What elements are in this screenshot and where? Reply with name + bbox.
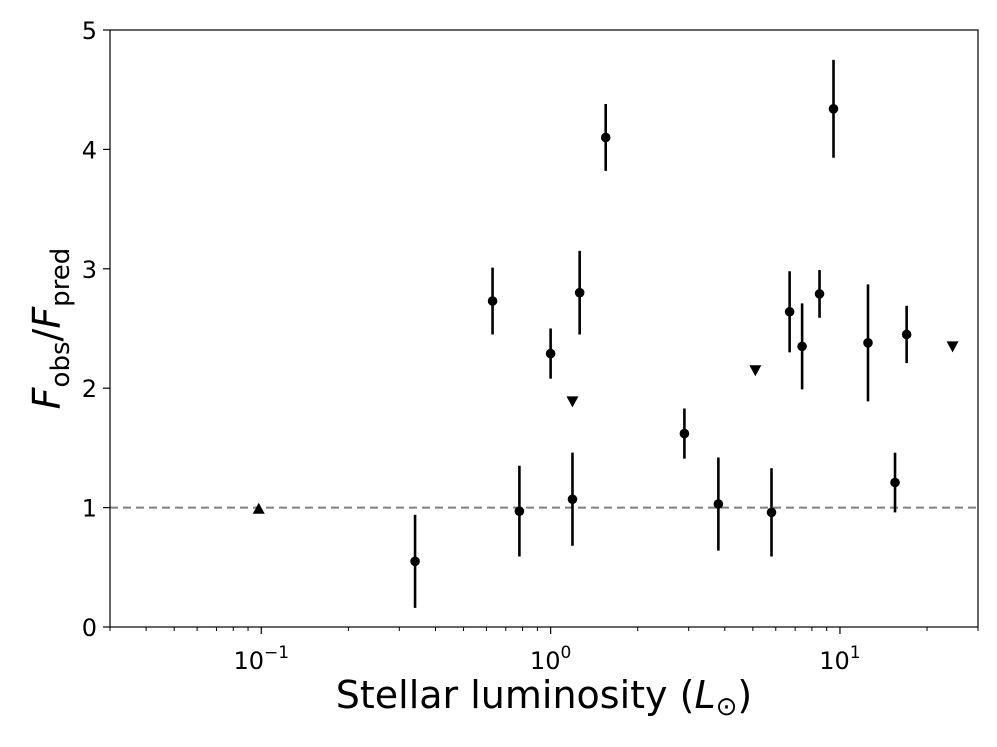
lower-limit-marker (252, 502, 265, 514)
data-point (901, 329, 912, 340)
data-point (863, 338, 873, 348)
y-tick-label: 1 (82, 495, 97, 523)
data-point (514, 506, 525, 516)
x-axis-label: Stellar luminosity (L⊙) (336, 673, 753, 722)
upper-limit-marker (749, 365, 762, 377)
data-point (487, 296, 498, 306)
y-tick-label: 0 (82, 614, 97, 642)
data-point (797, 341, 807, 352)
plot-frame (109, 29, 979, 628)
upper-limit-marker (566, 396, 579, 408)
data-point (410, 556, 420, 567)
x-tick-label: 101 (819, 643, 860, 675)
x-axis-ticks: 10−1 100 101 (109, 627, 979, 675)
data-point (574, 287, 585, 298)
y-tick-label: 2 (82, 375, 97, 403)
data-point (713, 499, 724, 509)
data-point (890, 477, 900, 488)
y-tick-label: 3 (82, 256, 97, 284)
data-point (545, 348, 556, 359)
y-tick-label: 5 (82, 17, 97, 45)
data-point (766, 507, 777, 518)
data-point (567, 494, 578, 505)
data-point (814, 289, 825, 299)
y-axis-label: Fobs/Fpred (25, 248, 76, 410)
data-point (600, 132, 611, 143)
upper-limit-marker (946, 341, 959, 353)
y-axis-ticks: 0 1 2 3 4 5 (82, 17, 110, 642)
y-tick-label: 4 (82, 136, 97, 164)
data-point (828, 104, 839, 114)
data-point (784, 306, 795, 317)
x-tick-label: 10−1 (233, 643, 289, 675)
x-tick-label: 100 (530, 643, 571, 675)
data-point (679, 428, 690, 439)
data-marks-layer (252, 59, 959, 608)
